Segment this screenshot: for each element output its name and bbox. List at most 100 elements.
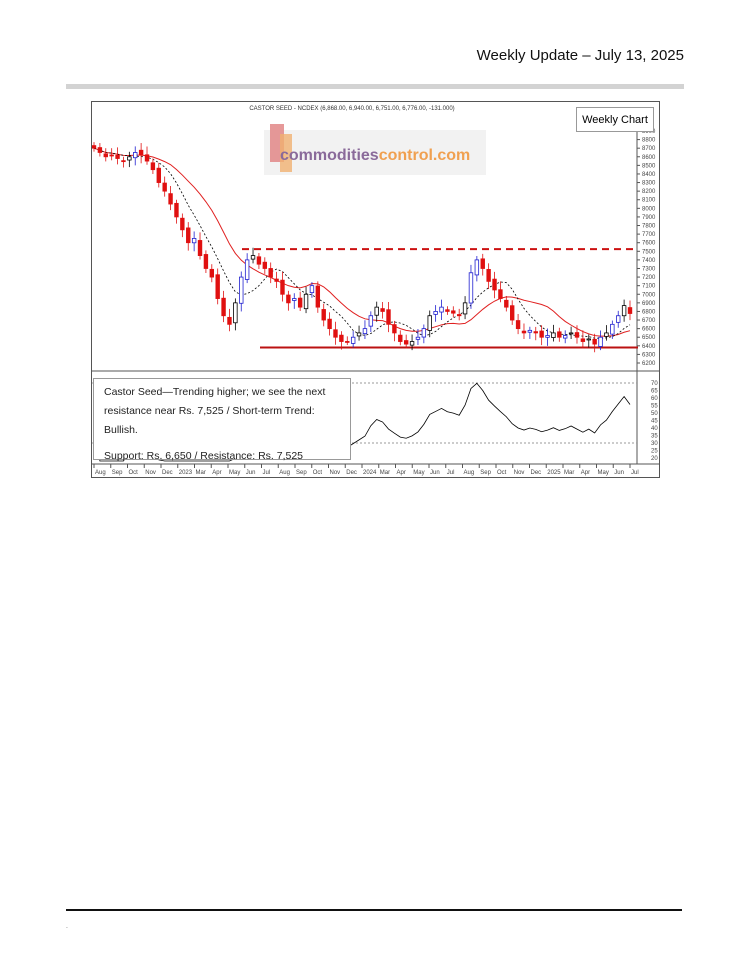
candle-bearish (97, 147, 103, 153)
rsi-tick-label: 25 (651, 449, 658, 455)
candle-bullish (127, 156, 132, 161)
candle-bearish (592, 338, 597, 345)
candle-bullish (250, 255, 256, 260)
candle-bearish (174, 202, 179, 218)
rsi-tick-label: 40 (651, 426, 658, 432)
candle-bearish (197, 240, 203, 256)
note-trend: Castor Seed—Trending higher; we see the … (104, 386, 326, 436)
y-tick-label: 6800 (642, 309, 656, 315)
candle-bullish (421, 328, 427, 338)
rsi-tick-label: 35 (651, 434, 658, 440)
candle-bullish (350, 336, 356, 344)
candle-bearish (480, 258, 485, 269)
candle-bullish (604, 332, 609, 337)
candle-bullish (233, 302, 238, 324)
candle-bearish (339, 334, 344, 342)
candle-bullish (244, 259, 250, 280)
candle-bullish (545, 335, 550, 338)
candle-bearish (168, 193, 173, 205)
y-tick-label: 8800 (642, 138, 656, 144)
chart-title: CASTOR SEED - NCDEX (6,868.00, 6,940.00,… (249, 106, 454, 112)
candle-bullish (610, 323, 615, 335)
candle-bullish (356, 332, 362, 337)
candle-bearish (162, 182, 167, 192)
candle-bearish (203, 254, 209, 269)
candle-bearish (321, 309, 326, 321)
candle-bullish (621, 305, 627, 317)
candle-bullish (598, 336, 603, 347)
logo-icon-2 (280, 134, 292, 172)
y-tick-label: 6700 (642, 318, 656, 324)
candle-bearish (156, 167, 161, 183)
candle-bearish (150, 162, 156, 171)
x-tick-label: Sep (296, 470, 307, 476)
footer-mark: . (66, 923, 68, 930)
y-tick-label: 8000 (642, 206, 656, 212)
candle-bearish (539, 330, 544, 338)
x-tick-label: Nov (330, 470, 341, 476)
y-tick-label: 7100 (642, 284, 656, 290)
candle-bearish (445, 309, 450, 312)
candle-bearish (509, 305, 515, 321)
chart-svg: CASTOR SEED - NCDEX (6,868.00, 6,940.00,… (91, 106, 659, 476)
x-tick-label: Dec (531, 470, 542, 476)
rsi-tick-label: 70 (651, 381, 658, 387)
y-tick-label: 7700 (642, 232, 656, 238)
candle-bearish (486, 269, 491, 282)
candle-bearish (456, 314, 462, 317)
note-levels: Support: Rs. 6,650 / Resistance: Rs. 7,5… (104, 450, 304, 462)
x-tick-label: Jul (631, 470, 639, 476)
moving-average-short (93, 147, 631, 339)
candle-bearish (533, 331, 538, 334)
x-tick-label: Jun (246, 470, 256, 476)
candle-bullish (586, 338, 591, 341)
y-tick-label: 8400 (642, 172, 656, 178)
candle-bearish (345, 341, 350, 343)
x-tick-label: Dec (346, 470, 357, 476)
weekly-chart-label: Weekly Chart (576, 107, 654, 132)
logo-background (264, 130, 486, 175)
candle-bearish (138, 149, 144, 156)
candle-bullish (433, 311, 438, 315)
y-tick-label: 8700 (642, 146, 656, 152)
analysis-note: Castor Seed—Trending higher; we see the … (93, 378, 351, 462)
candle-bullish (527, 329, 533, 333)
x-tick-label: Sep (112, 470, 123, 476)
y-tick-label: 7600 (642, 241, 656, 247)
x-tick-label: Jun (430, 470, 440, 476)
candle-bearish (574, 332, 580, 338)
x-tick-label: Aug (95, 470, 106, 476)
candle-bullish (368, 315, 374, 327)
candle-bearish (580, 338, 586, 342)
y-tick-label: 6500 (642, 335, 656, 341)
candle-bearish (91, 145, 97, 149)
weekly-chart: CASTOR SEED - NCDEX (6,868.00, 6,940.00,… (91, 101, 660, 478)
x-tick-label: Dec (162, 470, 173, 476)
candle-bearish (504, 299, 509, 308)
candle-bearish (280, 279, 285, 295)
rsi-tick-label: 30 (651, 441, 658, 447)
rsi-line (93, 382, 631, 462)
moving-average-long (93, 147, 631, 337)
x-tick-label: Oct (313, 470, 323, 476)
candle-bullish (551, 332, 556, 338)
candle-bearish (268, 268, 273, 278)
candle-bullish (292, 298, 297, 301)
rsi-tick-label: 20 (651, 456, 658, 462)
candle-bullish (439, 306, 444, 313)
candle-bullish (191, 238, 197, 244)
candle-bearish (627, 307, 633, 314)
x-tick-label: Jul (263, 470, 271, 476)
candle-bullish (239, 276, 244, 304)
y-tick-label: 8100 (642, 198, 656, 204)
candle-bearish (121, 160, 126, 163)
candle-bearish (403, 340, 409, 345)
x-tick-label: Apr (581, 470, 590, 476)
logo-text: commoditiescontrol.com (280, 147, 470, 164)
candle-bullish (309, 285, 315, 294)
candle-bullish (462, 302, 468, 315)
y-tick-label: 7300 (642, 266, 656, 272)
rsi-tick-label: 50 (651, 411, 658, 417)
candle-bullish (409, 341, 415, 346)
candle-bearish (221, 297, 226, 317)
